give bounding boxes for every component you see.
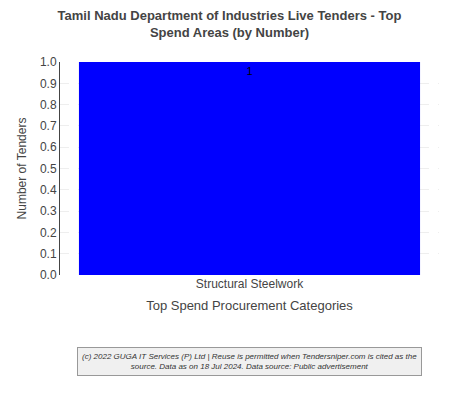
svg-text:0.5: 0.5 (40, 162, 57, 176)
svg-text:1.0: 1.0 (40, 55, 57, 69)
svg-text:0.8: 0.8 (40, 98, 57, 112)
svg-text:Structural Steelwork: Structural Steelwork (196, 277, 304, 291)
svg-text:Tamil Nadu Department of Indus: Tamil Nadu Department of Industries Live… (58, 8, 402, 40)
svg-text:(c) 2022 GUGA IT Services (P): (c) 2022 GUGA IT Services (P) Ltd | Reus… (82, 352, 417, 371)
svg-text:Top Spend Procurement Categori: Top Spend Procurement Categories (146, 298, 353, 313)
svg-text:0.4: 0.4 (40, 183, 57, 197)
svg-text:1: 1 (246, 65, 252, 77)
svg-text:0.2: 0.2 (40, 226, 57, 240)
svg-text:0.3: 0.3 (40, 204, 57, 218)
svg-text:Number of Tenders: Number of Tenders (15, 118, 29, 220)
svg-text:0.1: 0.1 (40, 247, 57, 261)
svg-text:0.7: 0.7 (40, 119, 57, 133)
svg-text:0.6: 0.6 (40, 140, 57, 154)
svg-text:0.0: 0.0 (40, 268, 57, 282)
svg-text:0.9: 0.9 (40, 77, 57, 91)
